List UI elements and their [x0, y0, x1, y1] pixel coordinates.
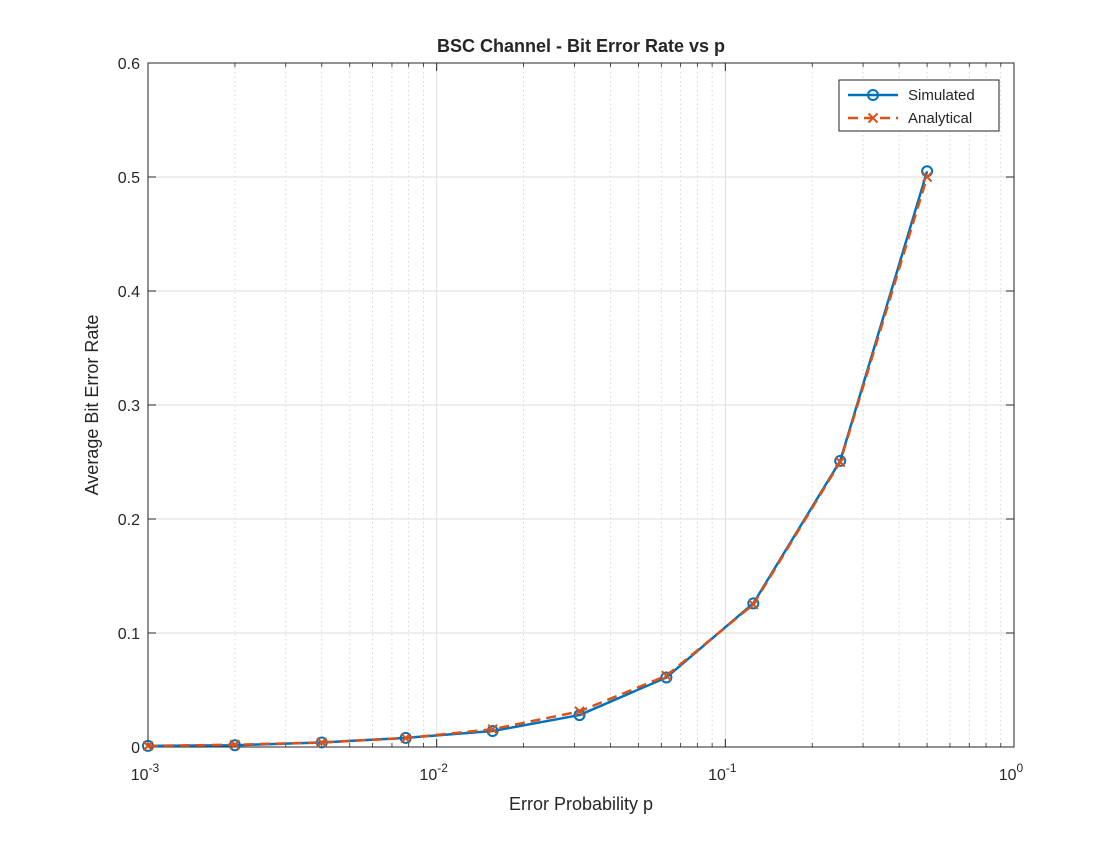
x-tick-label: 10-3: [131, 761, 160, 784]
data-point-analytical: [400, 732, 411, 744]
data-point-analytical: [921, 171, 933, 183]
data-point-analytical: [748, 599, 759, 610]
y-axis-label: Average Bit Error Rate: [82, 315, 102, 496]
x-tick-label-exponent: -1: [726, 761, 737, 775]
data-point-analytical: [574, 706, 585, 717]
x-tick-label-base: 10: [131, 767, 149, 784]
series-simulated: [142, 165, 934, 752]
x-tick-label-base: 10: [419, 767, 437, 784]
series-layer: [142, 165, 934, 752]
x-axis-label: Error Probability p: [509, 794, 653, 814]
data-point-analytical: [229, 739, 241, 750]
x-tick-label: 10-2: [419, 761, 448, 784]
legend-box: [838, 79, 1000, 132]
legend-swatch-marker: [867, 89, 879, 101]
x-tick-label-exponent: -3: [149, 761, 160, 775]
legend-label: Simulated: [908, 87, 975, 104]
series-line-simulated: [147, 170, 929, 748]
x-tick-label-base: 10: [708, 767, 726, 784]
data-point-analytical-stroke: [487, 723, 498, 735]
data-point-analytical-stroke: [834, 456, 846, 468]
data-point-analytical: [142, 740, 154, 752]
x-tick-label: 100: [999, 761, 1024, 784]
data-point-analytical: [487, 723, 498, 735]
series-analytical: [142, 171, 933, 752]
y-tick-label: 0.4: [118, 284, 140, 301]
legend-items: Simulated Analytical: [848, 87, 975, 127]
data-point-analytical: [834, 456, 846, 468]
tick-layer: [147, 62, 1015, 748]
data-point-analytical-stroke: [229, 739, 241, 750]
y-tick-label: 0.5: [118, 170, 140, 187]
grid-layer: [147, 62, 1015, 748]
legend: Simulated Analytical: [838, 79, 1000, 132]
y-tick-label: 0.2: [118, 512, 140, 529]
y-tick-label: 0.6: [118, 56, 140, 73]
data-point-analytical-stroke: [661, 670, 672, 681]
y-tick-label: 0.1: [118, 626, 140, 643]
data-point-simulated: [834, 454, 847, 467]
data-point-analytical-stroke: [142, 740, 154, 752]
y-tick-label: 0: [131, 740, 140, 757]
x-tick-label-exponent: 0: [1017, 761, 1024, 775]
data-point-simulated: [486, 725, 499, 738]
legend-entry-simulated: Simulated: [848, 87, 975, 104]
data-point-analytical-stroke: [748, 599, 759, 610]
series-line-analytical: [147, 176, 929, 748]
data-point-analytical-stroke: [400, 732, 411, 744]
x-tick-label-base: 10: [999, 767, 1017, 784]
legend-swatch-marker-stroke: [867, 112, 879, 124]
data-point-analytical-stroke: [921, 171, 933, 183]
data-point-analytical-stroke: [574, 706, 585, 717]
legend-entry-analytical: Analytical: [848, 110, 972, 127]
data-point-simulated: [660, 671, 673, 684]
x-tick-label: 10-1: [708, 761, 737, 784]
legend-label: Analytical: [908, 110, 972, 127]
data-point-analytical-stroke: [316, 737, 328, 748]
legend-swatch-marker: [867, 112, 879, 124]
data-point-simulated: [747, 597, 760, 610]
x-tick-label-exponent: -2: [437, 761, 448, 775]
y-tick-label: 0.3: [118, 398, 140, 415]
data-point-analytical: [316, 737, 328, 748]
chart-title: BSC Channel - Bit Error Rate vs p: [437, 36, 725, 56]
data-point-analytical: [661, 670, 672, 681]
